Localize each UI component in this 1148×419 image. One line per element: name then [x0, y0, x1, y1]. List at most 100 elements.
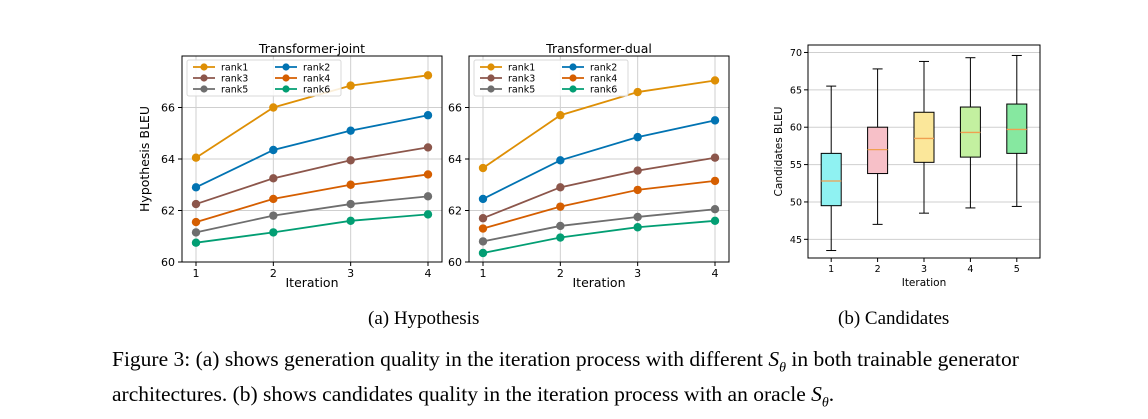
legend-label: rank5	[221, 85, 248, 96]
data-point-rank3	[191, 199, 201, 209]
data-point-rank1	[633, 87, 642, 97]
data-point-rank5	[191, 228, 201, 237]
figure-canvas: 1 2 3 4 60 62 64 66 Transformer-joint Iteration Hy…	[137, 41, 1041, 290]
data-point-rank1	[269, 103, 278, 112]
x-tick-label: 2	[270, 267, 277, 280]
data-point-rank2	[269, 145, 278, 155]
data-point-rank2	[423, 111, 433, 120]
data-point-rank1	[191, 153, 201, 162]
legend-label: rank5	[508, 85, 535, 96]
box-iteration-5	[1006, 54, 1028, 207]
x-axis-label: Iteration	[902, 277, 947, 289]
data-point-rank6	[556, 233, 565, 242]
legend-label: rank6	[590, 85, 617, 96]
legend-box	[473, 59, 629, 97]
legend-marker	[569, 74, 577, 82]
data-point-rank2	[478, 194, 488, 204]
data-point-rank4	[710, 176, 720, 186]
legend-label: rank3	[508, 74, 535, 85]
legend-label: rank2	[590, 63, 617, 74]
data-point-rank6	[423, 210, 433, 219]
y-tick-label: 64	[448, 153, 462, 166]
y-tick-label: 50	[790, 197, 802, 208]
data-point-rank3	[346, 156, 355, 165]
data-point-rank1	[556, 111, 565, 120]
box-iteration-1	[820, 85, 842, 252]
y-tick-label: 45	[790, 235, 802, 246]
y-tick-label: 66	[161, 102, 175, 115]
data-point-rank6	[478, 248, 488, 258]
caption-symbol-2: Sθ	[811, 382, 829, 411]
data-point-rank2	[556, 156, 565, 165]
data-point-rank5	[633, 212, 642, 222]
data-point-rank4	[633, 185, 642, 195]
box-iqr	[867, 126, 889, 175]
chart-title: Transformer-joint	[258, 41, 365, 56]
y-tick-label: 62	[448, 205, 462, 218]
data-point-rank6	[710, 216, 720, 225]
data-point-rank6	[269, 228, 278, 237]
data-point-rank1	[710, 76, 720, 85]
data-point-rank5	[423, 192, 433, 201]
legend-marker	[569, 63, 577, 71]
data-point-rank4	[346, 180, 355, 189]
data-point-rank2	[633, 132, 642, 142]
legend-label: rank6	[303, 85, 330, 96]
data-point-rank3	[478, 214, 488, 223]
figure-caption: Figure 3: (a) shows generation quality i…	[112, 346, 1052, 417]
legend-marker	[282, 74, 290, 82]
data-point-rank3	[269, 174, 278, 183]
legend-label: rank1	[508, 63, 535, 74]
legend-marker	[487, 85, 495, 93]
series-line-rank2	[482, 119, 716, 200]
legend-marker	[200, 63, 208, 71]
chart-title: Transformer-dual	[545, 41, 652, 56]
data-point-rank6	[633, 223, 642, 232]
box-iqr	[820, 152, 842, 207]
y-tick-label: 64	[161, 153, 175, 166]
legend-label: rank2	[303, 63, 330, 74]
x-tick-label: 1	[193, 267, 200, 280]
line-chart-1: 1 2 3 4 60 62 64 66 Transformer-joint Iteration Hy…	[137, 41, 443, 290]
legend-marker	[200, 85, 208, 93]
y-tick-label: 70	[790, 48, 802, 59]
subcaption-candidates: (b) Candidates	[838, 308, 950, 329]
x-tick-label: 3	[921, 264, 927, 275]
x-tick-label: 1	[828, 264, 834, 275]
series-line-rank2	[195, 114, 429, 189]
series-line-rank1	[482, 79, 716, 169]
y-axis-label: Candidates BLEU	[773, 107, 785, 197]
series-line-rank5	[482, 208, 716, 243]
data-point-rank3	[633, 166, 642, 175]
data-point-rank5	[478, 237, 488, 246]
caption-symbol-1: Sθ	[768, 347, 787, 376]
legend-label: rank1	[221, 63, 248, 74]
legend: rank1 rank2 rank3 rank4 rank5 rank6	[186, 59, 342, 97]
caption-part-3: .	[828, 382, 835, 407]
line-chart-2: 1 2 3 4 60 62 64 66 Transformer-dual Iteration ran…	[448, 41, 730, 290]
caption-part-2: in both trainable generator architecture…	[112, 347, 1019, 407]
legend-label: rank4	[303, 74, 330, 85]
box-iteration-2	[867, 68, 889, 225]
x-tick-label: 3	[634, 267, 641, 280]
box-iqr	[1006, 103, 1028, 154]
data-point-rank3	[710, 153, 720, 162]
series-line-rank4	[482, 179, 716, 230]
series-line-rank5	[195, 195, 429, 234]
x-tick-label: 2	[875, 264, 881, 275]
y-axis-label: Hypothesis BLEU	[137, 106, 152, 212]
x-tick-label: 3	[347, 267, 354, 280]
data-point-rank5	[556, 221, 565, 231]
data-point-rank5	[346, 199, 355, 209]
data-point-rank4	[423, 170, 433, 179]
x-axis-label: Iteration	[285, 275, 338, 290]
box-iqr	[913, 111, 935, 163]
data-point-rank4	[556, 202, 565, 211]
series-line-rank6	[482, 219, 716, 254]
legend-marker	[569, 85, 577, 93]
data-point-rank2	[346, 126, 355, 135]
legend-label: rank3	[221, 74, 248, 85]
series-line-rank3	[482, 156, 716, 220]
legend-marker	[487, 74, 495, 82]
x-tick-label: 1	[480, 267, 487, 280]
